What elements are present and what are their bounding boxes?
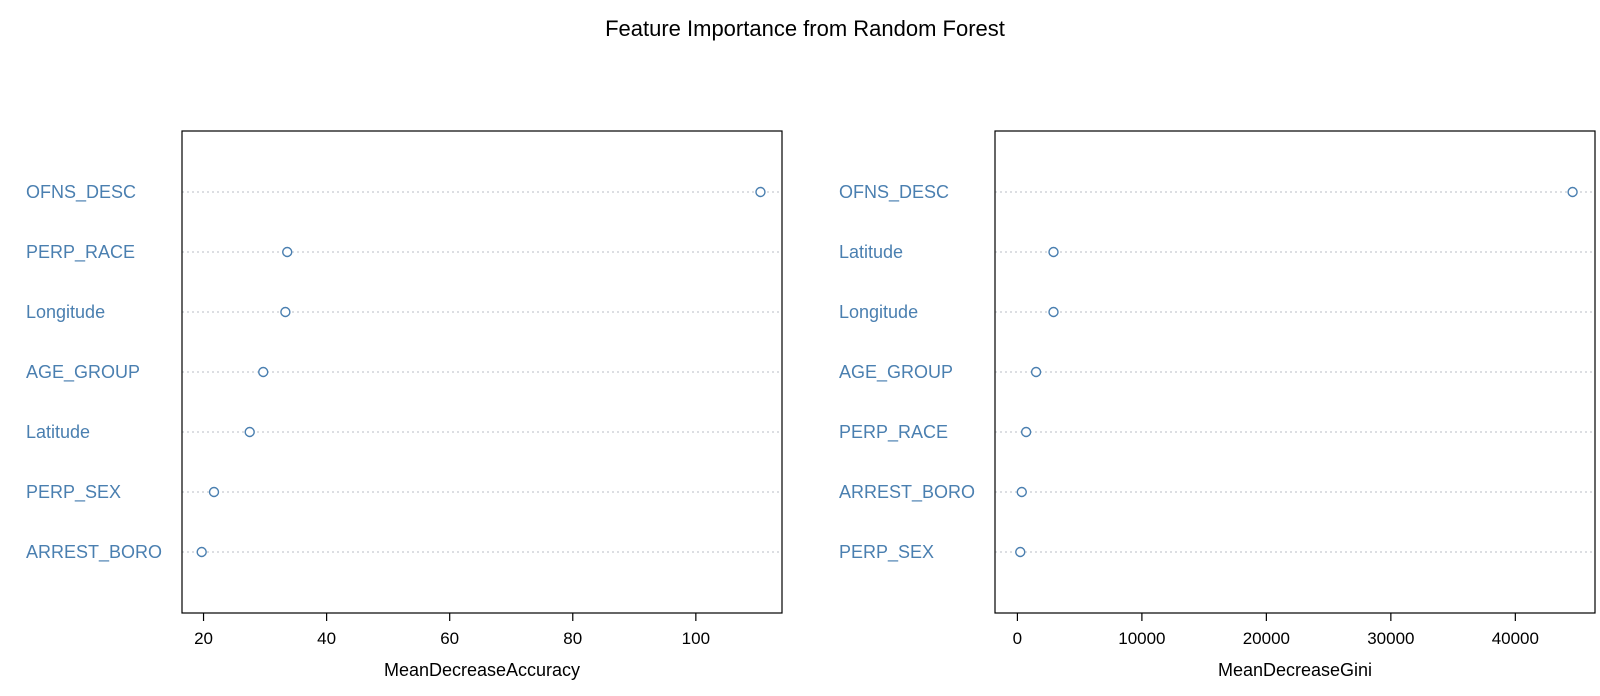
category-label: Latitude	[26, 422, 90, 442]
data-point	[1015, 546, 1026, 558]
category-label: PERP_RACE	[26, 242, 135, 263]
category-label: AGE_GROUP	[839, 362, 953, 383]
x-tick-label: 30000	[1367, 629, 1414, 648]
x-tick-label: 10000	[1118, 629, 1165, 648]
data-point	[244, 426, 255, 438]
category-label: PERP_RACE	[839, 422, 948, 443]
x-axis-title: MeanDecreaseAccuracy	[384, 660, 580, 680]
category-label: PERP_SEX	[26, 482, 121, 503]
category-label: OFNS_DESC	[839, 182, 949, 203]
x-tick-label: 60	[440, 629, 459, 648]
data-point	[1020, 426, 1032, 438]
data-point	[1048, 246, 1059, 258]
data-point	[1030, 366, 1042, 378]
category-label: Longitude	[26, 302, 105, 322]
accuracy-panel: OFNS_DESC PERP_RACE Longitude AGE_GROUP Lati…	[26, 130, 783, 680]
x-tick-label: 20000	[1243, 629, 1290, 648]
category-label: Longitude	[839, 302, 918, 322]
plot-frame	[994, 130, 1596, 614]
x-tick-label: 80	[563, 629, 582, 648]
category-label: PERP_SEX	[839, 542, 934, 563]
data-point	[1567, 186, 1578, 198]
main-title: Feature Importance from Random Forest	[605, 16, 1005, 41]
category-label: Latitude	[839, 242, 903, 262]
data-point	[755, 186, 766, 198]
data-point	[1016, 486, 1027, 498]
x-tick-label: 20	[194, 629, 213, 648]
x-tick-label: 100	[682, 629, 710, 648]
data-point	[258, 366, 269, 378]
plot-frame	[181, 130, 783, 614]
x-axis-title: MeanDecreaseGini	[1218, 660, 1372, 680]
data-point	[1048, 306, 1059, 318]
data-point	[196, 546, 207, 558]
data-point	[282, 246, 293, 258]
x-tick-label: 40000	[1492, 629, 1539, 648]
category-label: OFNS_DESC	[26, 182, 136, 203]
x-tick-label: 40	[317, 629, 336, 648]
category-label: ARREST_BORO	[839, 482, 975, 503]
data-point	[208, 486, 220, 498]
data-point	[280, 306, 291, 318]
category-label: AGE_GROUP	[26, 362, 140, 383]
category-label: ARREST_BORO	[26, 542, 162, 563]
gini-panel: OFNS_DESC Latitude Longitude AGE_GROUP PERP_…	[839, 130, 1596, 680]
x-tick-label: 0	[1013, 629, 1022, 648]
